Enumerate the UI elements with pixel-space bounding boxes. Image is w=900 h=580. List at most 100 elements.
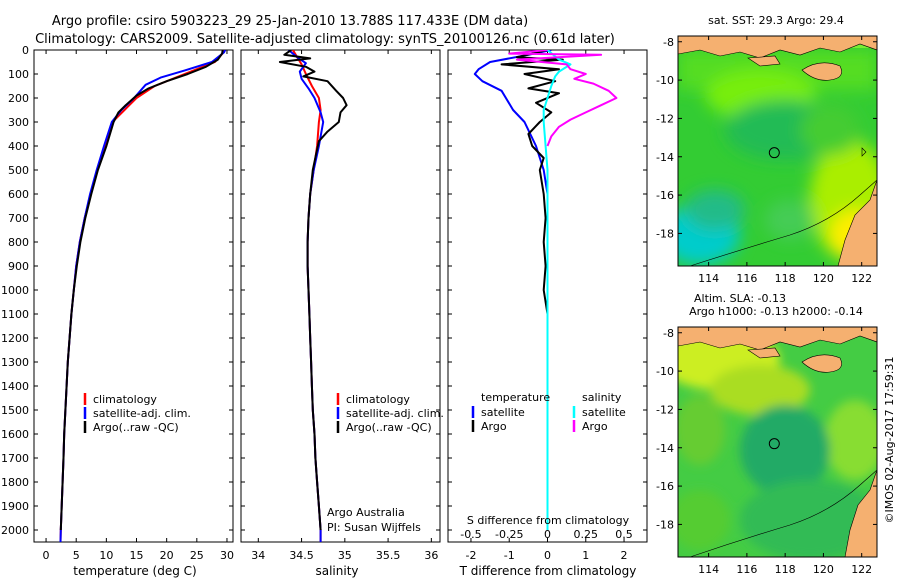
sla-map-frame <box>677 326 878 558</box>
map-x-tick-label: 118 <box>775 563 796 576</box>
sst-map-field <box>678 36 877 266</box>
sla-map-ticks: 114 116 118 120 122 -8 -10 -12 -14 -16 -18 <box>656 327 877 576</box>
map-y-tick-label: -8 <box>663 36 674 49</box>
map-x-tick-label: 116 <box>736 272 757 285</box>
map-x-tick-label: 118 <box>775 272 796 285</box>
difference-secondary-ticks: -0.5 -0.25 0 0.25 0.5 <box>460 528 633 541</box>
salinity-plot-frame <box>240 49 441 543</box>
depth-tick-label: 1200 <box>1 332 29 345</box>
depth-tick-label: 1300 <box>1 356 29 369</box>
depth-tick-label: 1400 <box>1 380 29 393</box>
x-tick-label: 35 <box>338 549 352 562</box>
annotation-institution: Argo Australia <box>327 506 405 519</box>
sla-land <box>678 327 877 351</box>
temperature-xlabel: temperature (deg C) <box>73 564 196 578</box>
series-line-salinity-satellite <box>542 50 572 530</box>
secondary-tick-label: -0.5 <box>460 528 481 541</box>
temperature-legend: climatology satellite-adj. clim. Argo(..… <box>83 393 191 434</box>
sla-map-panel: Altim. SLA: -0.13 Argo h1000: -0.13 h200… <box>656 292 878 576</box>
header-title: Argo profile: csiro 5903223_29 25-Jan-20… <box>52 14 528 29</box>
map-y-tick-label: -14 <box>656 442 674 455</box>
depth-tick-label: 0 <box>22 44 29 57</box>
legend-label-sal-argo: Argo <box>582 420 608 433</box>
x-tick-label: 0 <box>43 549 50 562</box>
difference-legend-salinity: salinity satellite Argo <box>572 391 626 433</box>
depth-tick-label: 200 <box>8 92 29 105</box>
sst-profile-marker <box>768 147 780 159</box>
x-tick-label: 34 <box>251 549 265 562</box>
depth-tick-label: 1600 <box>1 428 29 441</box>
legend-label-argo: Argo(..raw -QC) <box>346 421 432 434</box>
depth-tick-label: 1900 <box>1 500 29 513</box>
legend-label-satellite: satellite-adj. clim. <box>93 407 191 420</box>
x-tick-label: 35.5 <box>376 549 401 562</box>
series-line-argo-raw-qc- <box>278 50 348 531</box>
depth-tick-label: 1500 <box>1 404 29 417</box>
sla-map-title-line1: Altim. SLA: -0.13 <box>694 292 786 305</box>
map-x-tick-label: 120 <box>813 563 834 576</box>
temperature-plot-frame <box>33 49 234 543</box>
map-x-tick-label: 114 <box>698 272 719 285</box>
x-tick-label: 15 <box>130 549 144 562</box>
x-tick-label: 5 <box>73 549 80 562</box>
x-tick-label: 2 <box>621 549 628 562</box>
sla-map-title-line2: Argo h1000: -0.13 h2000: -0.14 <box>689 305 863 318</box>
secondary-tick-label: 0.5 <box>615 528 633 541</box>
secondary-tick-label: 0 <box>544 528 551 541</box>
header-subtitle: Climatology: CARS2009. Satellite-adjuste… <box>35 32 615 47</box>
sst-map-panel: sat. SST: 29.3 Argo: 29.4 <box>656 14 878 285</box>
series-line-argo-raw-qc- <box>59 50 224 531</box>
x-tick-label: 34.5 <box>289 549 314 562</box>
map-x-tick-label: 120 <box>813 272 834 285</box>
sst-map-ticks: 114 116 118 120 122 -8 -10 -12 -14 -16 -18 <box>656 36 877 285</box>
map-y-tick-label: -14 <box>656 151 674 164</box>
footer-credit: ©IMOS 02-Aug-2017 17:59:31 <box>883 357 896 524</box>
series-line-salinity-argo <box>508 50 618 147</box>
depth-tick-label: 800 <box>8 236 29 249</box>
sla-map-field <box>678 327 877 557</box>
map-y-tick-label: -8 <box>663 327 674 340</box>
salinity-xlabel: salinity <box>315 564 358 578</box>
map-y-tick-label: -18 <box>656 518 674 531</box>
depth-tick-label: 1100 <box>1 308 29 321</box>
difference-secondary-xlabel: S difference from climatology <box>467 514 630 527</box>
depth-axis: 0 100 200 300 400 500 600 700 800 900 1000 1100 1200… <box>1 44 29 537</box>
legend-label-climatology: climatology <box>346 393 410 406</box>
map-x-tick-label: 122 <box>851 563 872 576</box>
depth-tick-label: 900 <box>8 260 29 273</box>
depth-tick-label: 1700 <box>1 452 29 465</box>
sst-contour <box>689 179 877 266</box>
map-y-tick-label: -10 <box>656 365 674 378</box>
depth-tick-label: 2000 <box>1 524 29 537</box>
temperature-x-ticks: 0 5 10 15 20 25 30 <box>34 49 234 562</box>
x-tick-label: 30 <box>220 549 234 562</box>
sst-map-frame <box>677 35 878 267</box>
difference-x-ticks: -2 -1 0 1 2 <box>448 49 647 562</box>
legend-title-salinity: salinity <box>582 391 622 404</box>
difference-series <box>473 50 618 530</box>
x-tick-label: -1 <box>504 549 515 562</box>
salinity-panel: 34 34.5 35 35.5 36 salinity climatology sate… <box>240 49 444 578</box>
map-x-tick-label: 116 <box>736 563 757 576</box>
map-y-tick-label: -16 <box>656 480 674 493</box>
map-y-tick-label: -18 <box>656 227 674 240</box>
depth-tick-label: 400 <box>8 140 29 153</box>
depth-tick-label: 700 <box>8 212 29 225</box>
sla-profile-marker <box>768 438 780 450</box>
legend-label-satellite: satellite-adj. clim. <box>346 407 444 420</box>
map-y-tick-label: -12 <box>656 112 674 125</box>
x-tick-label: 1 <box>582 549 589 562</box>
map-y-tick-label: -10 <box>656 74 674 87</box>
map-y-tick-label: -16 <box>656 189 674 202</box>
depth-tick-label: 500 <box>8 164 29 177</box>
salinity-series <box>278 50 348 542</box>
legend-label-climatology: climatology <box>93 393 157 406</box>
difference-xlabel: T difference from climatology <box>459 564 637 578</box>
sst-map-title: sat. SST: 29.3 Argo: 29.4 <box>708 14 844 27</box>
difference-panel: -2 -1 0 1 2 S difference from climatology -0… <box>447 49 648 578</box>
x-tick-label: 25 <box>190 549 204 562</box>
legend-label-temp-argo: Argo <box>481 420 507 433</box>
secondary-tick-label: -0.25 <box>495 528 523 541</box>
x-tick-label: 0 <box>544 549 551 562</box>
